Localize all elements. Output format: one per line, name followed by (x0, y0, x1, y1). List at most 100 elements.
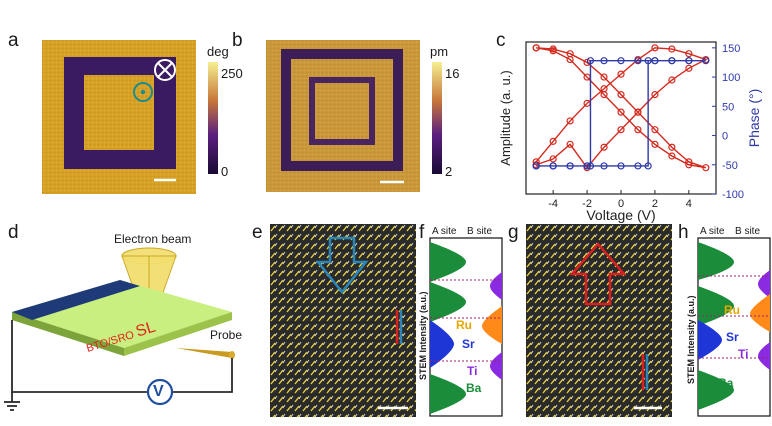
intensity-profile-h (697, 237, 771, 417)
data-point (644, 57, 652, 65)
data-point (600, 85, 608, 93)
data-point (651, 126, 659, 134)
data-point (532, 158, 540, 166)
polarization-into-icon (154, 59, 176, 81)
x-tick-label: -4 (548, 198, 558, 210)
f-label-ba: Ba (466, 381, 482, 395)
data-point (549, 162, 557, 170)
data-point (566, 140, 574, 148)
data-point (668, 143, 676, 151)
stem-image-e (270, 224, 416, 417)
panel-letter-b: b (232, 30, 243, 51)
series-line-1 (535, 47, 708, 169)
electron-beam-label: Electron beam (114, 232, 192, 246)
h-b-site: B site (735, 226, 761, 237)
h-ylabel: STEM Intensity (a.u.) (686, 295, 696, 384)
data-point (600, 162, 608, 170)
series-line-2 (536, 60, 706, 167)
data-point (617, 108, 625, 116)
y-right-tick-label: 150 (722, 43, 740, 55)
data-point (600, 73, 608, 81)
data-point (685, 50, 693, 58)
data-point (668, 57, 676, 65)
data-point (532, 162, 540, 170)
voltage-source-label: V (153, 383, 164, 400)
data-point (668, 76, 676, 84)
data-point (702, 57, 710, 65)
data-point (617, 57, 625, 65)
data-point (651, 57, 659, 65)
f-a-site: A site (432, 226, 457, 237)
panel-letter-g: g (508, 222, 519, 243)
data-point (600, 57, 608, 65)
hysteresis-chart: -4 -2 0 2 4 150 100 50 0 -50 -100 Amplitude (a. u.… (498, 41, 762, 223)
data-point (651, 44, 659, 52)
colorbar-a-min: 0 (221, 164, 229, 179)
data-point (586, 162, 595, 170)
panel-letter-c: c (496, 30, 506, 51)
x-tick-label: 2 (652, 198, 658, 210)
panel-letter-d: d (8, 222, 19, 243)
colorbar-b (432, 62, 442, 174)
data-point (668, 152, 676, 160)
f-label-ru: Ru (456, 318, 472, 332)
data-point (600, 143, 608, 151)
probe-label: Probe (210, 328, 243, 342)
data-point (586, 57, 595, 65)
stem-image-g (526, 224, 672, 417)
data-point (685, 161, 693, 169)
experiment-schematic (4, 247, 235, 411)
y-right-tick-label: 0 (722, 131, 728, 143)
colorbar-a-unit: deg (207, 44, 229, 59)
x-tick-label: 0 (618, 198, 624, 210)
y-right-tick-label: 100 (722, 72, 740, 84)
series-line-0 (536, 47, 707, 169)
pfm-phase-image (42, 40, 196, 194)
data-point (702, 164, 710, 172)
data-point (583, 162, 591, 170)
data-point (651, 140, 659, 148)
data-point (685, 158, 693, 166)
panel-letter-h: h (678, 222, 689, 243)
panel-letter-f: f (419, 222, 425, 243)
data-point (549, 137, 557, 145)
y-axis-label-left: Amplitude (a. u.) (498, 70, 513, 165)
x-axis-label: Voltage (V) (586, 207, 655, 223)
data-point (685, 57, 693, 65)
data-point (634, 57, 642, 65)
data-point (566, 50, 574, 58)
colorbar-b-min: 2 (445, 164, 453, 179)
data-point (617, 70, 625, 78)
x-tick-label: 4 (686, 198, 692, 210)
data-point (685, 64, 693, 72)
h-label-ti: Ti (738, 347, 749, 361)
colorbar-a-max: 250 (221, 66, 243, 81)
data-point (634, 126, 642, 134)
y-right-tick-label: -100 (722, 189, 744, 201)
data-point (634, 162, 642, 170)
data-point (566, 117, 574, 125)
f-ylabel: STEM Intensity (a.u.) (418, 291, 428, 380)
data-point (566, 162, 574, 170)
colorbar-b-max: 16 (445, 66, 460, 81)
data-point (549, 45, 557, 53)
intensity-profile-f (429, 237, 503, 417)
polarization-out-icon (133, 82, 153, 102)
y-right-tick-label: -50 (722, 160, 738, 172)
h-a-site: A site (700, 226, 725, 237)
x-tick-label: -2 (582, 198, 592, 210)
colorbar-a (208, 62, 218, 174)
plot-frame (525, 41, 717, 195)
data-point (651, 91, 659, 99)
panel-letter-e: e (252, 222, 263, 243)
data-point (634, 108, 642, 116)
data-point (617, 91, 625, 99)
y-right-tick-label: 50 (722, 101, 734, 113)
data-point (532, 44, 540, 52)
data-point (617, 126, 625, 134)
h-label-ru: Ru (724, 303, 740, 317)
h-label-ba: Ba (718, 376, 734, 390)
pfm-amplitude-image (266, 40, 420, 192)
data-point (549, 155, 557, 163)
y-axis-label-right: Phase (°) (746, 89, 762, 148)
